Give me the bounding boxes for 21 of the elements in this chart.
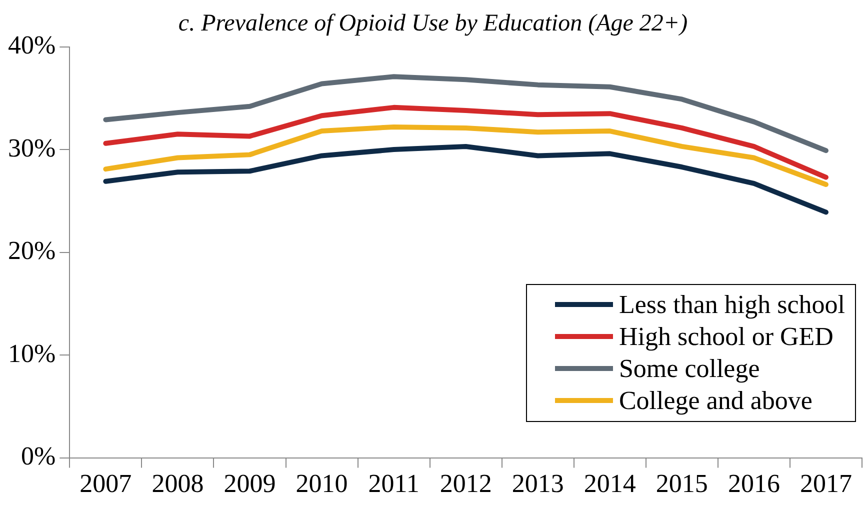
- legend-label: Less than high school: [618, 288, 845, 321]
- y-tick-label: 30%: [8, 133, 56, 162]
- x-tick-label: 2013: [512, 469, 564, 498]
- x-tick-label: 2009: [224, 469, 276, 498]
- legend-label: High school or GED: [618, 320, 834, 353]
- y-tick-label: 10%: [8, 338, 56, 368]
- x-tick-label: 2007: [80, 469, 132, 498]
- chart-title: c. Prevalence of Opioid Use by Education (Age 22+): [178, 10, 688, 37]
- x-tick-label: 2014: [584, 469, 636, 498]
- x-tick-label: 2012: [440, 469, 492, 498]
- legend-label: Some college: [618, 352, 760, 385]
- legend-label: College and above: [618, 384, 812, 417]
- x-tick-label: 2011: [368, 469, 420, 498]
- x-tick-label: 2010: [296, 469, 348, 498]
- y-tick-label: 20%: [8, 236, 56, 266]
- y-tick-label: 40%: [8, 30, 56, 60]
- x-tick-label: 2016: [728, 469, 780, 498]
- y-tick-label: 0%: [20, 442, 56, 471]
- x-tick-label: 2008: [152, 469, 204, 498]
- x-tick-label: 2015: [656, 469, 708, 498]
- x-tick-label: 2017: [800, 469, 852, 498]
